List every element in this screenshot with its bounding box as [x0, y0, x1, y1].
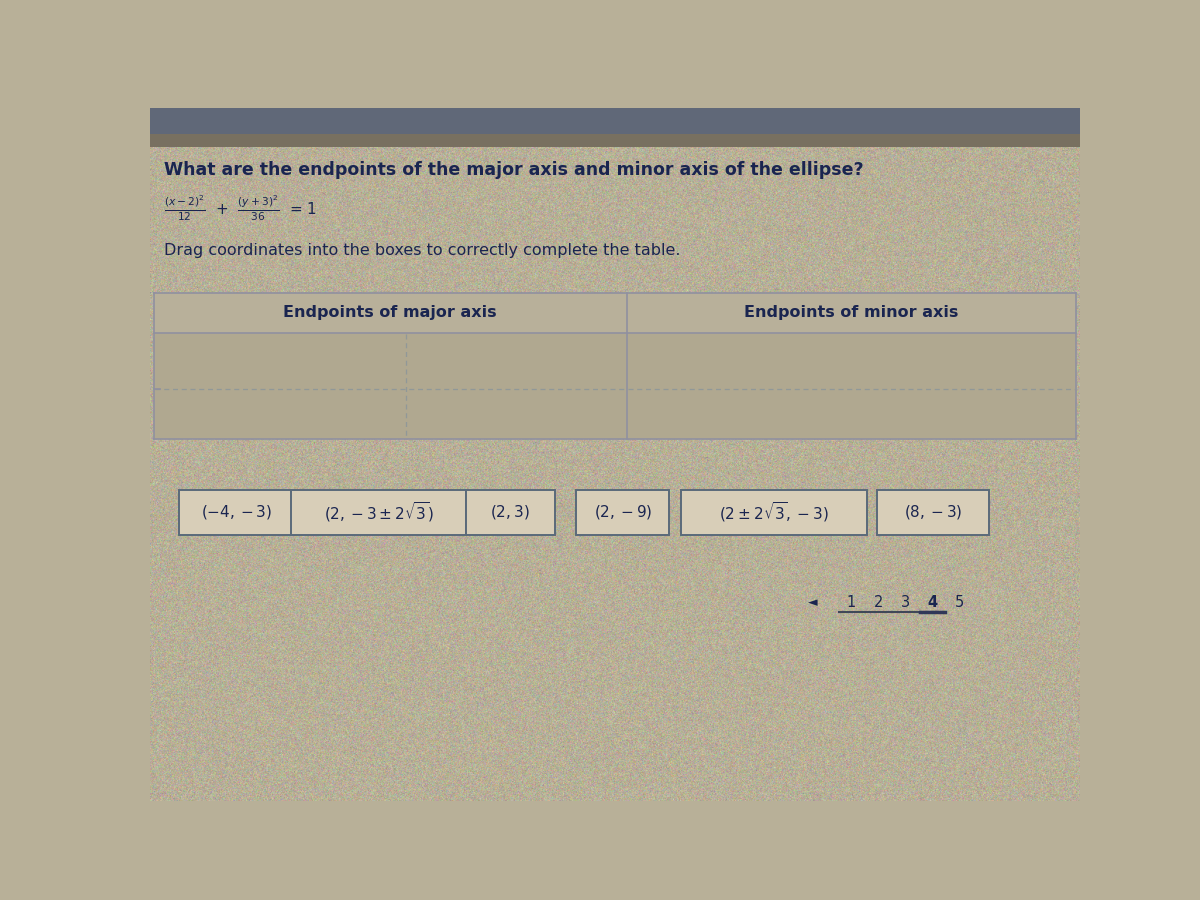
Text: Endpoints of major axis: Endpoints of major axis — [283, 305, 497, 320]
Text: Endpoints of minor axis: Endpoints of minor axis — [744, 305, 959, 320]
Text: 4: 4 — [928, 595, 938, 610]
Text: Drag coordinates into the boxes to correctly complete the table.: Drag coordinates into the boxes to corre… — [164, 243, 680, 258]
Text: 1: 1 — [847, 595, 856, 610]
Bar — [150, 134, 1080, 147]
Bar — [150, 108, 1080, 134]
FancyBboxPatch shape — [466, 490, 554, 535]
Text: $(2, 3)$: $(2, 3)$ — [491, 503, 530, 521]
FancyBboxPatch shape — [576, 490, 670, 535]
Text: 5: 5 — [955, 595, 965, 610]
Bar — [154, 292, 1076, 333]
Text: $(2\pm2\sqrt{3}, -3)$: $(2\pm2\sqrt{3}, -3)$ — [719, 500, 829, 524]
Text: 2: 2 — [874, 595, 883, 610]
FancyBboxPatch shape — [876, 490, 989, 535]
Text: 3: 3 — [901, 595, 910, 610]
Text: $(8, -3)$: $(8, -3)$ — [904, 503, 962, 521]
FancyBboxPatch shape — [179, 490, 295, 535]
Text: $(2, -3\pm2\sqrt{3})$: $(2, -3\pm2\sqrt{3})$ — [324, 500, 433, 524]
Text: $(2, -9)$: $(2, -9)$ — [594, 503, 652, 521]
Bar — [154, 292, 1076, 439]
Text: ◄: ◄ — [808, 596, 817, 608]
Text: $\frac{(x-2)^2}{12}$  +  $\frac{(y+3)^2}{36}$  = 1: $\frac{(x-2)^2}{12}$ + $\frac{(y+3)^2}{3… — [164, 194, 317, 223]
Text: $(-4, -3)$: $(-4, -3)$ — [202, 503, 272, 521]
Text: What are the endpoints of the major axis and minor axis of the ellipse?: What are the endpoints of the major axis… — [164, 160, 864, 178]
FancyBboxPatch shape — [680, 490, 866, 535]
FancyBboxPatch shape — [292, 490, 466, 535]
